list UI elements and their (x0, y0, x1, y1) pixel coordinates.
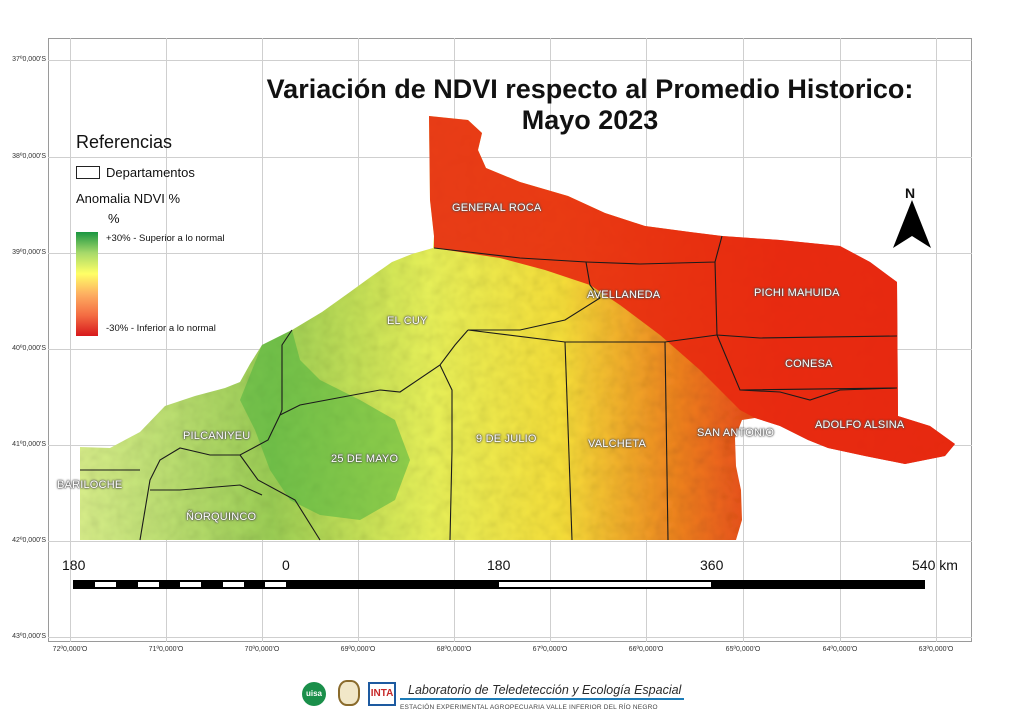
dept-label-9-de-julio: 9 DE JULIO (476, 433, 537, 445)
lat-label: 42º0,000'S (12, 537, 46, 544)
dept-label-bariloche: BARILOCHE (57, 479, 123, 491)
lon-label: 65º0,000'O (725, 646, 761, 653)
gridline-lon (936, 38, 937, 642)
lon-label: 70º0,000'O (244, 646, 280, 653)
scale-bar (73, 580, 925, 589)
lon-label: 67º0,000'O (532, 646, 568, 653)
lon-label: 64º0,000'O (822, 646, 858, 653)
dept-label-pilcaniyeu: PILCANIYEU (183, 430, 251, 442)
legend-department-label: Departamentos (106, 165, 195, 180)
lon-label: 66º0,000'O (628, 646, 664, 653)
lat-label: 39º0,000'S (12, 249, 46, 256)
gridline-lon (262, 38, 263, 642)
map-title-line1: Variación de NDVI respecto al Promedio H… (266, 74, 914, 104)
legend-title: Referencias (76, 132, 173, 152)
scale-label: 180 (487, 557, 511, 573)
gridline-lon (166, 38, 167, 642)
dept-label-avellaneda: AVELLANEDA (587, 289, 661, 301)
map-title-line2: Mayo 2023 (521, 105, 659, 135)
north-arrow-icon (893, 200, 931, 248)
inta-logo: INTA (368, 682, 396, 706)
footer-divider (400, 698, 684, 700)
legend-department-swatch (76, 166, 100, 179)
legend-color-ramp (76, 232, 98, 336)
scale-label: 0 (282, 557, 290, 573)
department-boundaries (80, 235, 898, 541)
dept-label-el-cuy: EL CUY (387, 315, 428, 327)
dept-label-conesa: CONESA (785, 358, 833, 370)
lon-label: 68º0,000'O (436, 646, 472, 653)
dept-label-pichi-mahuida: PICHI MAHUIDA (754, 287, 840, 299)
map-title: Variación de NDVI respecto al Promedio H… (220, 74, 960, 136)
dept-label-valcheta: VALCHETA (588, 438, 647, 450)
lat-label: 37º0,000'S (12, 56, 46, 63)
dept-label-general-roca: GENERAL ROCA (452, 202, 542, 214)
legend-low-label: -30% - Inferior a lo normal (106, 323, 216, 334)
lon-label: 72º0,000'O (52, 646, 88, 653)
gridline-lat (48, 157, 972, 158)
gridline-lon (70, 38, 71, 642)
dept-label-norquinco: ÑORQUINCO (186, 511, 257, 523)
red-zone-north (429, 116, 955, 464)
scale-label: 180 (62, 557, 86, 573)
north-label: N (905, 185, 916, 201)
dept-label-25-de-mayo: 25 DE MAYO (331, 453, 399, 465)
gridline-lat (48, 541, 972, 542)
seal-logo-icon (338, 680, 360, 706)
lat-label: 41º0,000'S (12, 441, 46, 448)
uisa-logo: uisa (302, 682, 326, 706)
legend-ndvi-label: Anomalia NDVI % (76, 191, 181, 206)
gridline-lat (48, 60, 972, 61)
legend-high-label: +30% - Superior a lo normal (106, 233, 225, 244)
lon-label: 71º0,000'O (148, 646, 184, 653)
lon-label: 69º0,000'O (340, 646, 376, 653)
gridline-lat (48, 637, 972, 638)
lab-name: Laboratorio de Teledetección y Ecología … (408, 683, 682, 697)
map-frame (48, 38, 972, 642)
scale-label: 360 (700, 557, 724, 573)
lat-label: 40º0,000'S (12, 345, 46, 352)
legend-unit: % (108, 211, 120, 226)
scale-label: 540 km (912, 557, 958, 573)
dept-label-adolfo-alsina: ADOLFO ALSINA (815, 419, 905, 431)
station-name: ESTACIÓN EXPERIMENTAL AGROPECUARIA VALLE… (400, 704, 658, 711)
lat-label: 38º0,000'S (12, 153, 46, 160)
dept-label-san-antonio: SAN ANTONIO (697, 427, 775, 439)
lon-label: 63º0,000'O (918, 646, 954, 653)
lat-label: 43º0,000'S (12, 633, 46, 640)
